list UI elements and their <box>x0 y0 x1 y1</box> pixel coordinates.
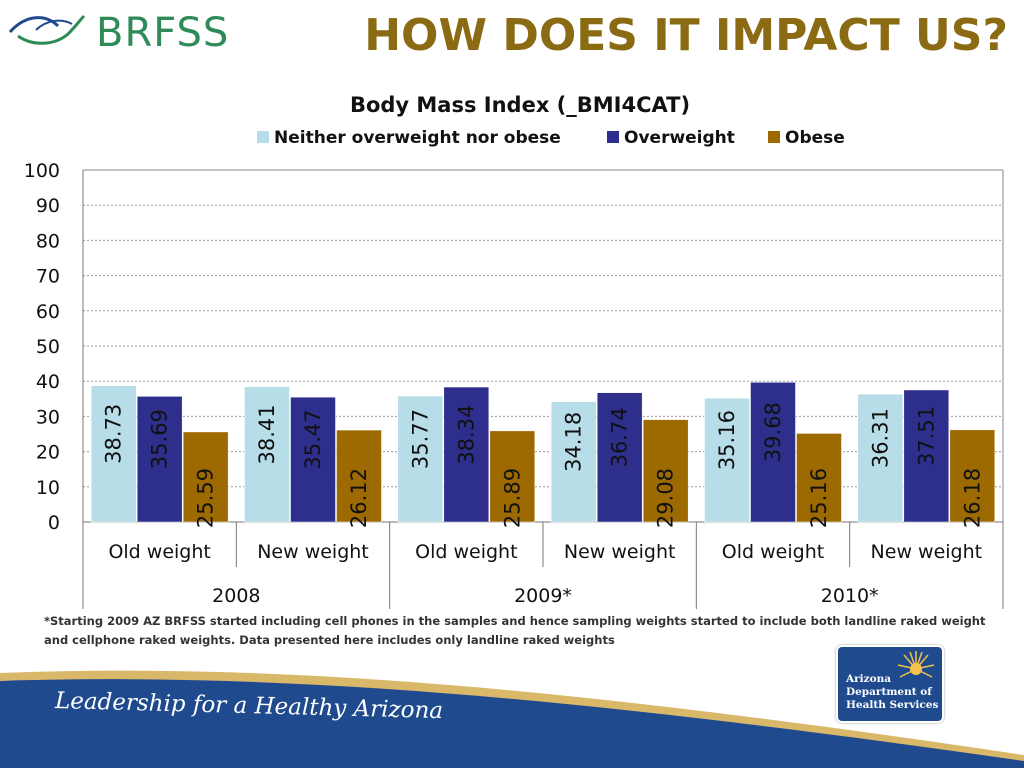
adhs-logo: Arizona Department of Health Services <box>836 645 944 723</box>
data-label-3-cat-3: 25.89 <box>500 468 524 528</box>
legend-label-1: Neither overweight nor obese <box>274 128 561 148</box>
bar-3-cat-2 <box>336 429 382 523</box>
adhs-line-1: Arizona <box>846 673 892 685</box>
x-tick-label-4: New weight <box>564 541 676 563</box>
chart-title: Body Mass Index (_BMI4CAT) <box>350 93 690 117</box>
bar-1-cat-3 <box>397 395 444 523</box>
data-label-1-cat-1: 38.73 <box>102 404 126 464</box>
group-label-3: 2010* <box>821 585 879 607</box>
data-label-1-cat-2: 38.41 <box>255 404 279 464</box>
y-tick-label: 40 <box>36 371 60 393</box>
y-tick-label: 70 <box>36 266 60 288</box>
bar-1-cat-6 <box>857 393 904 523</box>
bar-3-cat-5 <box>796 433 842 523</box>
y-tick-label: 0 <box>48 512 60 534</box>
bar-2-cat-2 <box>290 396 336 523</box>
footnote-line-2: and cellphone raked weights. Data presen… <box>44 633 615 647</box>
y-tick-label: 30 <box>36 406 60 428</box>
data-label-2-cat-4: 36.74 <box>608 407 632 467</box>
data-label-3-cat-6: 26.18 <box>960 468 984 528</box>
adhs-name: Arizona Department of Health Services <box>846 673 938 712</box>
bar-2-cat-5 <box>750 382 796 523</box>
data-label-1-cat-4: 34.18 <box>562 412 586 472</box>
y-tick-label: 60 <box>36 301 60 323</box>
data-label-1-cat-5: 35.16 <box>715 410 739 470</box>
bar-2-cat-6 <box>903 389 950 523</box>
data-label-1-cat-6: 36.31 <box>868 408 892 468</box>
data-label-2-cat-6: 37.51 <box>914 406 938 466</box>
legend-label-2: Overweight <box>624 128 735 148</box>
group-label-2: 2009* <box>514 585 572 607</box>
adhs-line-3: Health Services <box>846 699 939 711</box>
bar-3-cat-4 <box>642 419 689 523</box>
legend-label-3: Obese <box>785 128 845 148</box>
bar-1-cat-1 <box>90 385 137 523</box>
y-tick-label: 50 <box>36 336 60 358</box>
adhs-line-2: Department of <box>846 686 932 698</box>
x-tick-label-6: New weight <box>871 541 983 563</box>
bar-2-cat-4 <box>596 392 643 523</box>
y-tick-label: 90 <box>36 195 60 217</box>
bar-1-cat-4 <box>550 401 597 523</box>
x-tick-label-2: New weight <box>257 541 369 563</box>
bar-2-cat-1 <box>136 396 183 523</box>
bar-3-cat-1 <box>182 431 229 523</box>
y-tick-label: 10 <box>36 477 60 499</box>
bar-1-cat-5 <box>704 397 750 523</box>
legend-swatch-3 <box>768 131 780 143</box>
data-label-2-cat-2: 35.47 <box>301 410 325 470</box>
y-tick-label: 20 <box>36 442 60 464</box>
bird-logo-icon <box>8 14 86 45</box>
data-label-3-cat-2: 26.12 <box>347 468 371 528</box>
x-tick-label-5: Old weight <box>722 541 824 563</box>
footnote-line-1: *Starting 2009 AZ BRFSS started includin… <box>44 614 986 628</box>
data-label-3-cat-1: 25.59 <box>194 468 218 528</box>
legend-swatch-2 <box>607 131 619 143</box>
data-label-2-cat-1: 35.69 <box>148 409 172 469</box>
data-label-2-cat-5: 39.68 <box>761 402 785 462</box>
group-label-1: 2008 <box>212 585 260 607</box>
footnote: *Starting 2009 AZ BRFSS started includin… <box>44 612 1004 650</box>
data-label-1-cat-3: 35.77 <box>408 409 432 469</box>
y-tick-label: 100 <box>24 160 60 182</box>
data-label-3-cat-5: 25.16 <box>807 468 831 528</box>
brfss-logo: BRFSS <box>6 6 256 56</box>
data-label-2-cat-3: 38.34 <box>454 404 478 464</box>
page-title: HOW DOES IT IMPACT US? <box>364 10 1008 61</box>
bar-3-cat-6 <box>949 429 996 523</box>
x-tick-label-1: Old weight <box>108 541 210 563</box>
x-tick-label-3: Old weight <box>415 541 517 563</box>
bmi-bar-chart: Body Mass Index (_BMI4CAT) Neither overwe… <box>24 93 1004 609</box>
sun-icon <box>897 651 935 678</box>
data-label-3-cat-4: 29.08 <box>654 468 678 528</box>
brand-name: BRFSS <box>96 10 230 56</box>
footer-band <box>0 670 1024 768</box>
bar-3-cat-3 <box>489 430 536 523</box>
bar-2-cat-3 <box>443 386 490 523</box>
legend-swatch-1 <box>257 131 269 143</box>
bar-1-cat-2 <box>244 386 290 523</box>
y-tick-label: 80 <box>36 230 60 252</box>
